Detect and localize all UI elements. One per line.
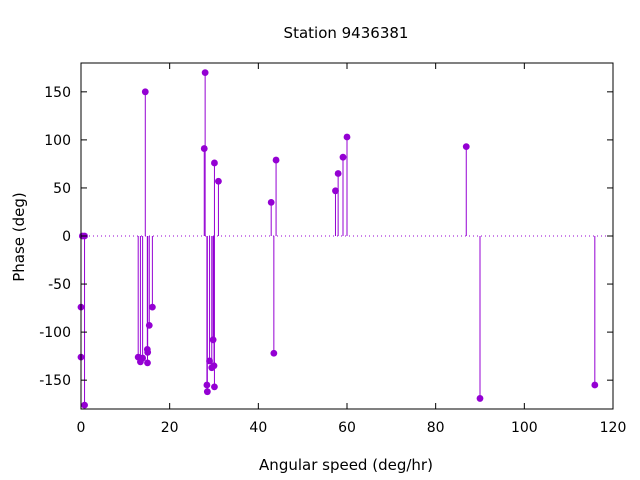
- data-point: [339, 153, 347, 161]
- y-axis-label: Phase (deg): [10, 192, 28, 282]
- data-point: [203, 381, 211, 389]
- data-point: [272, 156, 280, 164]
- y-tick-label: -100: [39, 325, 71, 341]
- x-tick-label: 20: [161, 420, 179, 436]
- x-tick-label: 100: [511, 420, 538, 436]
- x-tick-label: 60: [338, 420, 356, 436]
- y-tick-label: -150: [39, 373, 71, 389]
- x-tick-label: 80: [427, 420, 445, 436]
- x-tick-label: 0: [77, 420, 86, 436]
- x-tick-label: 120: [600, 420, 627, 436]
- data-point: [209, 336, 217, 344]
- y-tick-label: 100: [44, 133, 71, 149]
- data-point: [144, 348, 152, 356]
- data-point: [332, 187, 339, 195]
- data-point: [145, 321, 153, 329]
- data-point: [200, 145, 208, 152]
- data-point: [201, 69, 209, 77]
- x-axis-label: Angular speed (deg/hr): [259, 456, 433, 474]
- data-point: [476, 395, 484, 402]
- data-point: [343, 133, 351, 141]
- data-point: [462, 143, 470, 151]
- y-tick-label: -50: [48, 277, 71, 293]
- data-point: [267, 198, 275, 206]
- y-tick-label: 50: [53, 181, 71, 197]
- y-tick-label: 150: [44, 85, 71, 101]
- data-point: [203, 388, 211, 396]
- data-point: [334, 170, 342, 177]
- data-point: [270, 349, 278, 357]
- y-tick-label: 0: [62, 229, 71, 245]
- data-point: [215, 177, 222, 185]
- data-point: [144, 359, 151, 367]
- data-point: [139, 354, 147, 362]
- data-point: [206, 357, 213, 365]
- data-point: [141, 88, 149, 96]
- chart-title: Station 9436381: [284, 24, 409, 42]
- data-point: [211, 159, 218, 167]
- data-point: [148, 303, 156, 311]
- x-tick-label: 40: [249, 420, 267, 436]
- data-point: [210, 362, 218, 370]
- data-point: [591, 381, 599, 389]
- plot-frame: [80, 62, 614, 410]
- data-point: [81, 401, 88, 409]
- data-point: [211, 383, 218, 391]
